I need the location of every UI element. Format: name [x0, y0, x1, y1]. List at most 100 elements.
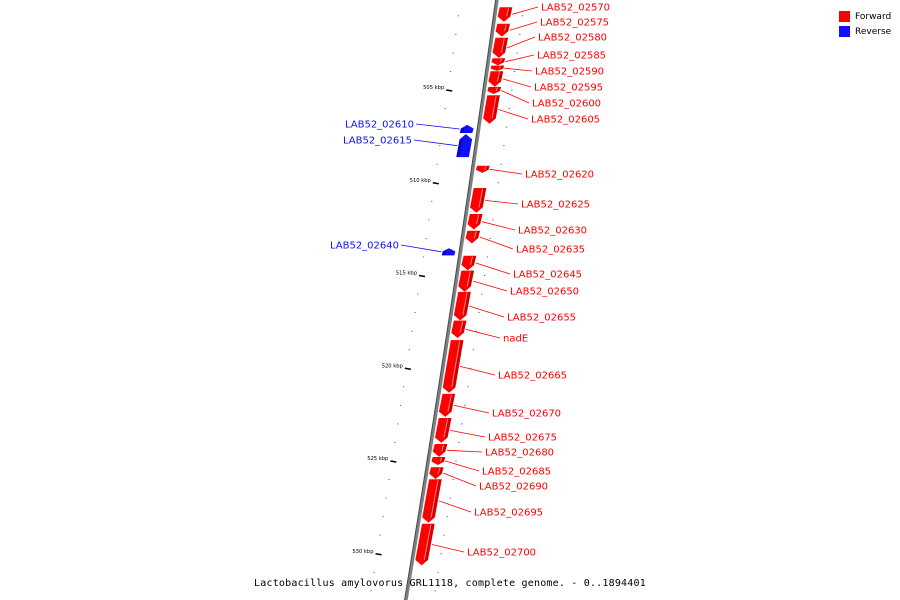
gene-LAB52_02670[interactable]: [438, 393, 456, 417]
gene-LAB52_02640[interactable]: [441, 248, 456, 256]
gene-LAB52_02625[interactable]: [470, 188, 487, 213]
gene-label[interactable]: LAB52_02685: [482, 467, 551, 478]
gene-label[interactable]: LAB52_02585: [537, 51, 606, 62]
gene-LAB52_02595[interactable]: [488, 71, 504, 87]
scale-label: 515 kbp: [396, 271, 418, 277]
gene-label[interactable]: LAB52_02665: [498, 371, 567, 382]
gene-label[interactable]: LAB52_02655: [507, 313, 576, 324]
gene-label[interactable]: LAB52_02635: [516, 245, 585, 256]
gene-label[interactable]: LAB52_02570: [541, 3, 610, 14]
gene-arrow-highlight: [423, 524, 432, 560]
gene-arrow-highlight: [447, 394, 452, 412]
gene-label[interactable]: LAB52_02600: [532, 99, 601, 110]
gene-label[interactable]: LAB52_02615: [343, 136, 412, 147]
gene-label[interactable]: LAB52_02625: [521, 200, 590, 211]
gene-arrow-highlight: [443, 418, 449, 438]
gene-LAB52_02570[interactable]: [497, 7, 513, 22]
gene-label[interactable]: LAB52_02595: [534, 83, 603, 94]
gene-LAB52_02575[interactable]: [495, 23, 510, 37]
gene-label[interactable]: LAB52_02610: [345, 120, 414, 131]
gene-LAB52_02675[interactable]: [434, 417, 452, 443]
scale-label: 520 kbp: [382, 363, 404, 369]
gene-arrow-shade: [492, 95, 500, 120]
gene-LAB52_02665[interactable]: [442, 340, 464, 393]
gene-label[interactable]: LAB52_02680: [485, 448, 554, 459]
gene-arrow-shade: [456, 138, 463, 157]
label-leader: [469, 305, 505, 318]
label-leader: [505, 54, 535, 63]
gene-arrow-shade: [460, 127, 465, 133]
gene-arrow-highlight: [476, 214, 480, 225]
gene-arrow-shade: [442, 250, 446, 256]
gene-label[interactable]: LAB52_02690: [479, 482, 548, 493]
gene-LAB52_02655[interactable]: [453, 291, 471, 321]
gene-label[interactable]: LAB52_02645: [513, 270, 582, 281]
label-leader: [489, 168, 523, 175]
gene-label[interactable]: LAB52_02575: [540, 18, 609, 29]
scale-label: 525 kbp: [367, 456, 389, 462]
gene-arrow-highlight: [466, 271, 471, 287]
label-leader: [445, 460, 480, 472]
gene-nadE[interactable]: [451, 320, 467, 338]
gene-LAB52_02690[interactable]: [429, 467, 444, 479]
forward-swatch: [839, 11, 850, 22]
scale-label: 505 kbp: [423, 85, 445, 91]
gene-label[interactable]: nadE: [503, 334, 528, 345]
gene-arrow-highlight: [437, 467, 441, 474]
gene-LAB52_02610[interactable]: [459, 124, 474, 133]
legend-item-forward: Forward: [839, 9, 891, 24]
gene-LAB52_02620[interactable]: [475, 165, 490, 173]
gene-arrow-shade: [440, 457, 445, 463]
gene-LAB52_02600[interactable]: [487, 86, 502, 95]
gene-arrow-highlight: [441, 444, 445, 452]
label-leader: [511, 6, 539, 15]
scale-tick: [375, 552, 382, 556]
gene-LAB52_02580[interactable]: [492, 37, 509, 58]
label-leader: [485, 200, 519, 205]
gene-label[interactable]: LAB52_02630: [518, 226, 587, 237]
gene-features: [415, 7, 513, 566]
label-leader: [504, 67, 533, 72]
gene-label[interactable]: LAB52_02670: [492, 409, 561, 420]
reverse-swatch: [839, 26, 850, 37]
gene-arrow-highlight: [430, 479, 439, 518]
gene-LAB52_02685[interactable]: [431, 456, 446, 466]
gene-labels: LAB52_02570 LAB52_02575 LAB52_02580 LAB52_0…: [330, 3, 610, 559]
map-caption: Lactobacillus amylovorus GRL1118, comple…: [254, 578, 646, 589]
gene-arrow-highlight: [484, 166, 487, 170]
gene-LAB52_02635[interactable]: [465, 230, 481, 244]
label-leader: [446, 449, 483, 453]
gene-arrow-shade: [444, 418, 452, 439]
label-leader: [460, 366, 496, 376]
gene-label[interactable]: LAB52_02695: [474, 508, 543, 519]
gene-label[interactable]: LAB52_02620: [525, 170, 594, 181]
gene-label[interactable]: LAB52_02700: [467, 548, 536, 559]
scale-tick: [404, 367, 411, 371]
gene-label[interactable]: LAB52_02580: [538, 33, 607, 44]
legend-label-forward: Forward: [855, 11, 892, 22]
gene-LAB52_02615[interactable]: [456, 134, 473, 158]
gene-LAB52_02630[interactable]: [467, 214, 483, 230]
scale-tick: [432, 181, 439, 185]
gene-arrow-shade: [497, 71, 503, 83]
gene-LAB52_02590[interactable]: [490, 65, 505, 71]
gene-LAB52_02695[interactable]: [422, 479, 442, 523]
gene-LAB52_02585[interactable]: [491, 58, 506, 66]
gene-LAB52_02680[interactable]: [432, 443, 448, 457]
gene-label[interactable]: LAB52_02675: [488, 433, 557, 444]
gene-arrow-shade: [467, 270, 474, 288]
label-leader: [501, 90, 530, 104]
gene-label[interactable]: LAB52_02590: [535, 67, 604, 78]
gene-label[interactable]: LAB52_02640: [330, 241, 399, 252]
gene-label[interactable]: LAB52_02650: [510, 287, 579, 298]
gene-label[interactable]: LAB52_02605: [531, 115, 600, 126]
gene-arrow-highlight: [473, 231, 477, 239]
gene-arrow-shade: [452, 340, 464, 389]
gene-arrow-shade: [496, 87, 501, 92]
gene-LAB52_02605[interactable]: [483, 95, 500, 124]
gene-LAB52_02700[interactable]: [415, 523, 435, 566]
gene-arrow-shade: [438, 467, 444, 475]
label-leader: [479, 236, 514, 250]
gene-LAB52_02650[interactable]: [458, 270, 475, 292]
gene-LAB52_02645[interactable]: [461, 255, 477, 271]
